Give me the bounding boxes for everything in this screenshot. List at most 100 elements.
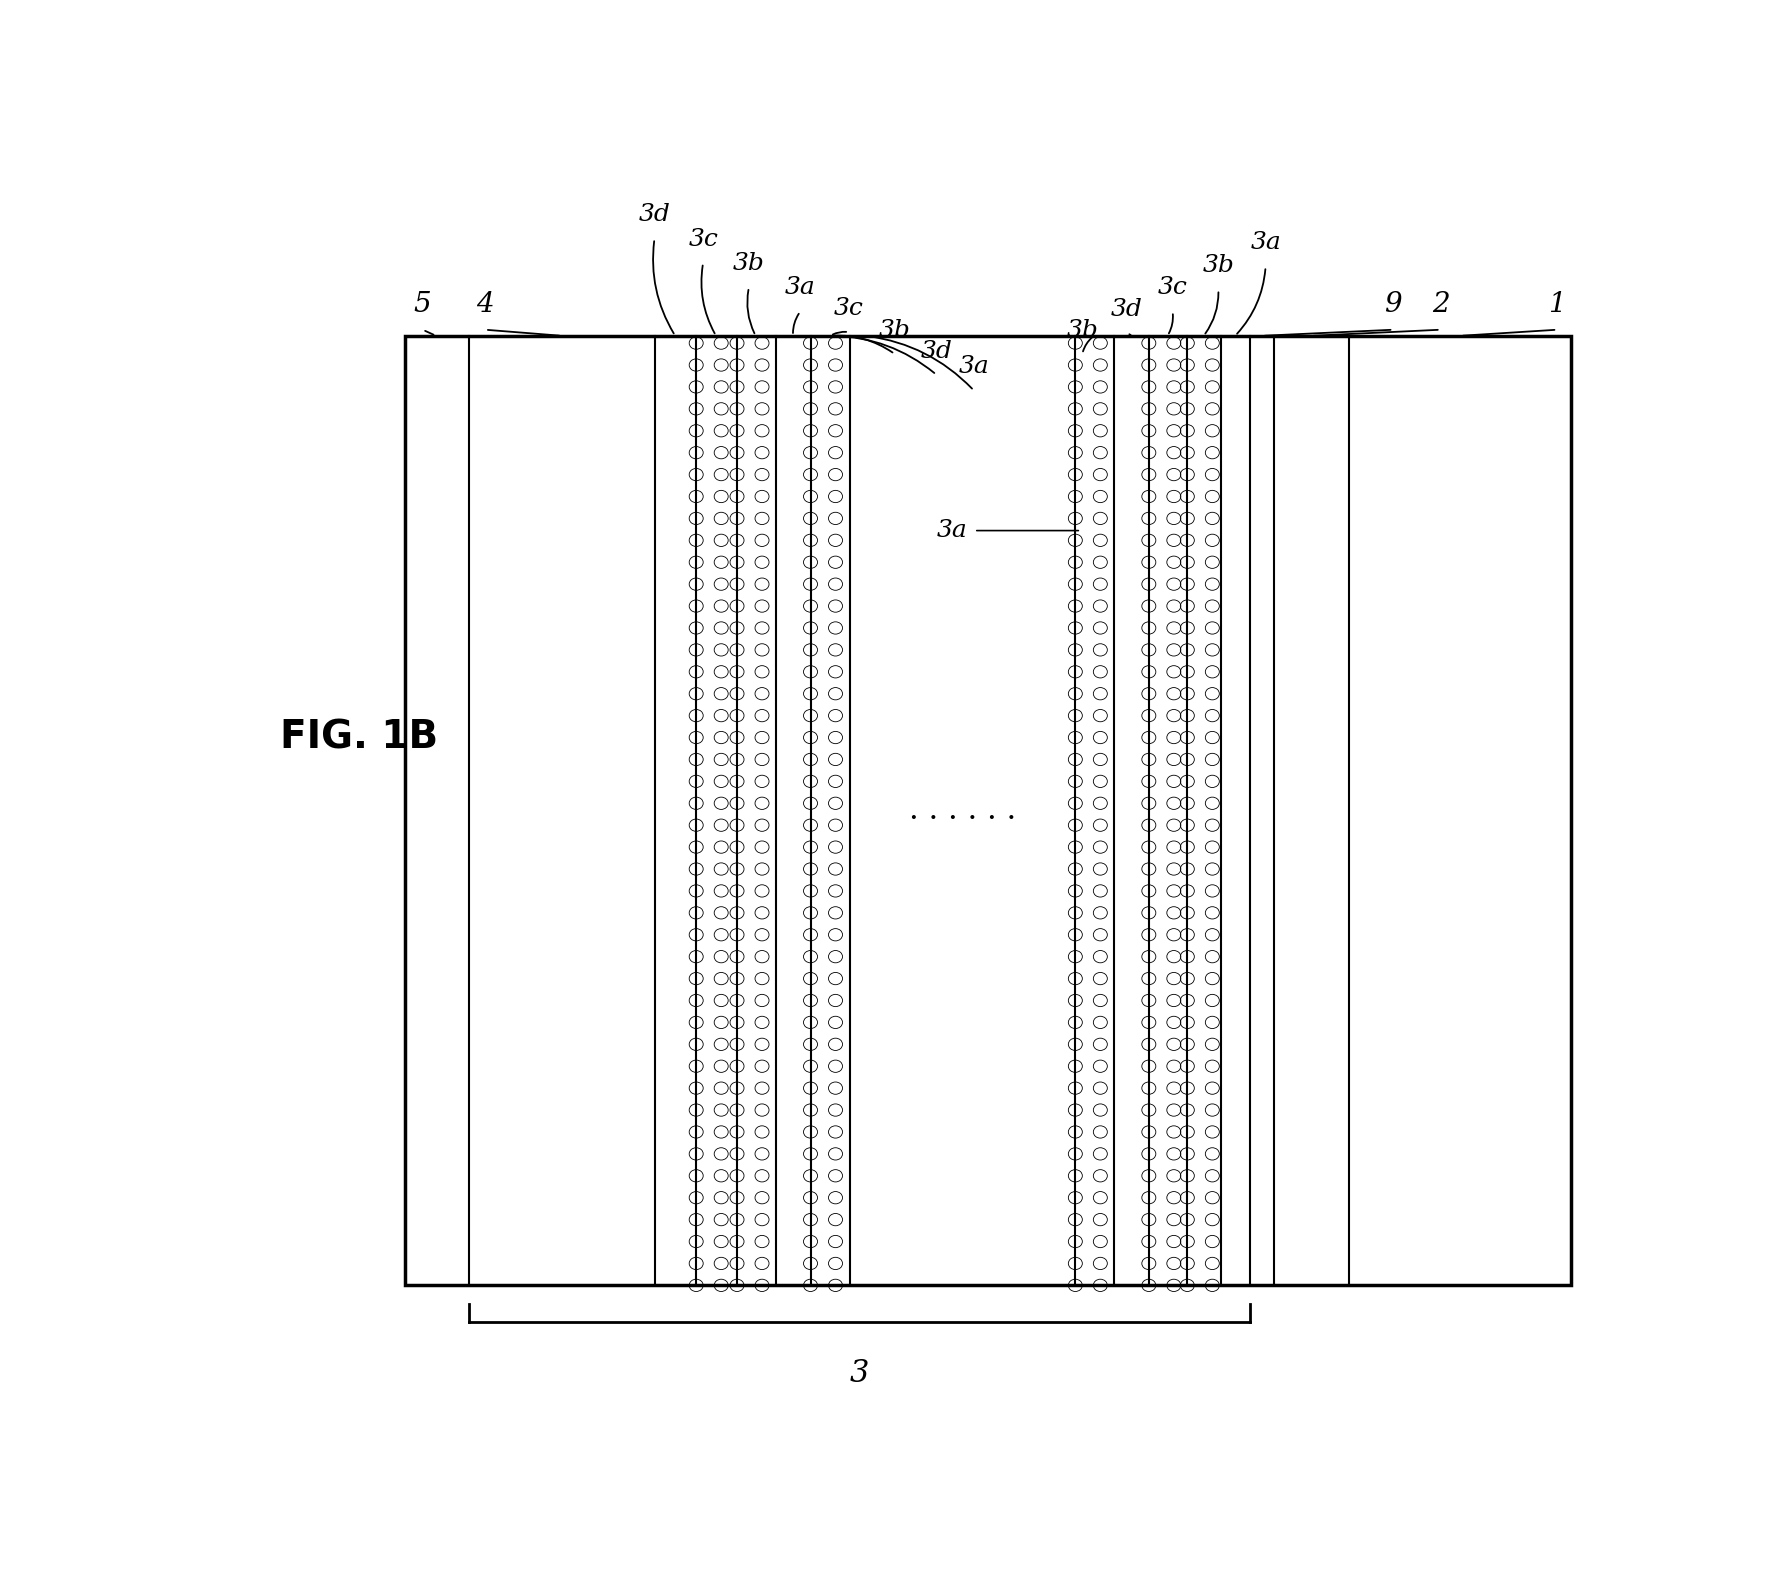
Circle shape [1068, 1214, 1082, 1225]
Circle shape [690, 1257, 702, 1270]
Circle shape [1167, 841, 1181, 854]
Circle shape [803, 1170, 817, 1183]
Circle shape [690, 643, 702, 656]
Circle shape [828, 1104, 842, 1116]
Circle shape [1093, 710, 1107, 723]
Circle shape [1068, 775, 1082, 787]
Circle shape [754, 599, 769, 612]
Text: 3b: 3b [733, 251, 765, 275]
Circle shape [1093, 1279, 1107, 1292]
Text: 3a: 3a [959, 356, 989, 378]
Circle shape [1068, 1104, 1082, 1116]
Circle shape [754, 1235, 769, 1247]
Circle shape [690, 446, 702, 458]
Circle shape [754, 1061, 769, 1072]
Circle shape [754, 1017, 769, 1029]
Circle shape [1181, 1235, 1193, 1247]
Circle shape [754, 446, 769, 458]
Circle shape [754, 863, 769, 876]
Circle shape [1181, 666, 1193, 678]
Circle shape [1181, 1170, 1193, 1183]
Circle shape [1068, 381, 1082, 394]
Circle shape [828, 534, 842, 547]
Circle shape [1142, 950, 1156, 963]
Circle shape [803, 1039, 817, 1050]
Circle shape [729, 753, 744, 765]
Circle shape [803, 994, 817, 1007]
Circle shape [828, 1235, 842, 1247]
Circle shape [1181, 819, 1193, 832]
Circle shape [715, 1214, 728, 1225]
Circle shape [690, 468, 702, 481]
Circle shape [828, 425, 842, 436]
Text: 3b: 3b [1066, 319, 1098, 341]
Circle shape [803, 753, 817, 765]
Circle shape [1181, 841, 1193, 854]
Circle shape [1093, 1148, 1107, 1160]
Circle shape [729, 819, 744, 832]
Circle shape [1093, 643, 1107, 656]
Circle shape [715, 688, 728, 700]
Circle shape [1093, 885, 1107, 896]
Circle shape [828, 666, 842, 678]
Text: 3b: 3b [878, 319, 910, 341]
Circle shape [803, 446, 817, 458]
Circle shape [1167, 1279, 1181, 1292]
Circle shape [729, 797, 744, 809]
Circle shape [729, 1039, 744, 1050]
Circle shape [715, 775, 728, 787]
Circle shape [1206, 359, 1219, 372]
Circle shape [1206, 819, 1219, 832]
Text: 3c: 3c [688, 228, 719, 251]
Circle shape [1142, 994, 1156, 1007]
Circle shape [1181, 512, 1193, 525]
Text: 3a: 3a [1251, 231, 1281, 255]
Circle shape [1142, 775, 1156, 787]
Circle shape [715, 1081, 728, 1094]
Circle shape [828, 885, 842, 896]
Circle shape [1181, 1192, 1193, 1203]
Circle shape [1181, 490, 1193, 503]
Circle shape [729, 950, 744, 963]
Bar [405, 335, 470, 1285]
Circle shape [1093, 819, 1107, 832]
Circle shape [1167, 1039, 1181, 1050]
Circle shape [690, 710, 702, 723]
Circle shape [1206, 1126, 1219, 1138]
Circle shape [803, 710, 817, 723]
Circle shape [715, 994, 728, 1007]
Circle shape [803, 1235, 817, 1247]
Bar [1075, 335, 1115, 1285]
Circle shape [690, 666, 702, 678]
Circle shape [754, 1126, 769, 1138]
Circle shape [1167, 557, 1181, 569]
Circle shape [1167, 950, 1181, 963]
Circle shape [690, 819, 702, 832]
Circle shape [1206, 1148, 1219, 1160]
Circle shape [828, 621, 842, 634]
Circle shape [1181, 906, 1193, 919]
Circle shape [1181, 732, 1193, 743]
Circle shape [828, 557, 842, 569]
Circle shape [754, 557, 769, 569]
Circle shape [803, 1279, 817, 1292]
Circle shape [690, 1192, 702, 1203]
Circle shape [1142, 1279, 1156, 1292]
Circle shape [754, 490, 769, 503]
Circle shape [1068, 446, 1082, 458]
Text: 3d: 3d [921, 340, 952, 362]
Circle shape [828, 906, 842, 919]
Circle shape [1142, 425, 1156, 436]
Circle shape [1068, 579, 1082, 590]
Text: 3c: 3c [1158, 277, 1188, 299]
Circle shape [1167, 1148, 1181, 1160]
Text: 3c: 3c [833, 297, 864, 319]
Circle shape [715, 534, 728, 547]
Circle shape [1142, 468, 1156, 481]
Circle shape [715, 1170, 728, 1183]
Circle shape [690, 1214, 702, 1225]
Circle shape [828, 972, 842, 985]
Circle shape [715, 621, 728, 634]
Circle shape [715, 403, 728, 414]
Circle shape [715, 710, 728, 723]
